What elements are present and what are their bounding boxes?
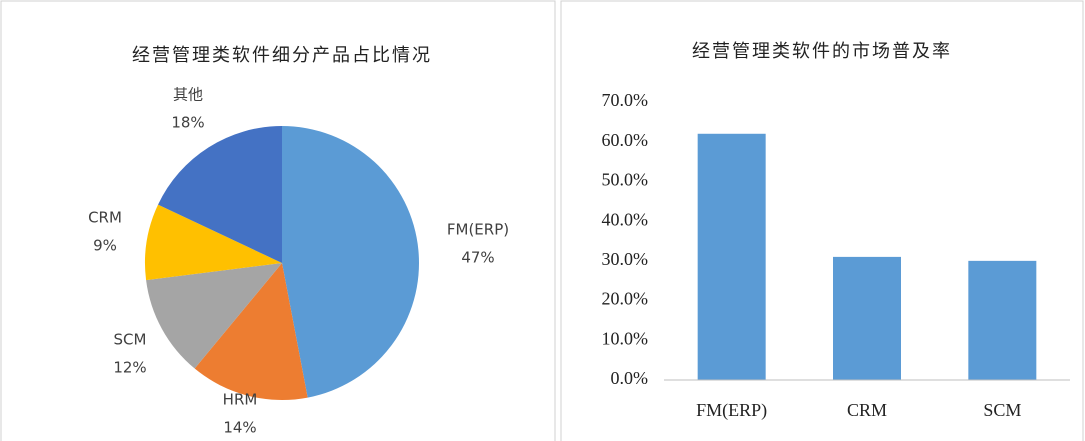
y-tick-label: 10.0%	[602, 328, 649, 348]
x-tick-label: SCM	[983, 400, 1021, 420]
slice-label: CRM	[88, 209, 122, 227]
slice-value-label: 12%	[113, 359, 146, 377]
y-tick-label: 30.0%	[602, 249, 649, 269]
pie-slice	[194, 263, 308, 400]
y-tick-label: 20.0%	[602, 289, 649, 309]
y-tick-label: 70.0%	[602, 90, 649, 110]
pie-slice	[282, 126, 420, 398]
y-tick-label: 50.0%	[602, 170, 649, 190]
slice-label: HRM	[223, 391, 258, 409]
right-panel	[560, 0, 1084, 441]
slice-value-label: 14%	[223, 419, 256, 437]
slice-label: FM(ERP)	[447, 221, 509, 239]
y-tick-label: 0.0%	[611, 368, 649, 388]
y-tick-label: 60.0%	[602, 130, 649, 150]
pie-slice	[146, 263, 282, 369]
slice-value-label: 18%	[171, 114, 204, 132]
pie-title: 经营管理类软件细分产品占比情况	[132, 45, 432, 66]
left-panel	[0, 0, 556, 441]
bar	[697, 133, 766, 380]
pie-slice	[145, 204, 282, 281]
x-tick-label: FM(ERP)	[696, 400, 767, 421]
slice-value-label: 9%	[93, 237, 117, 255]
x-tick-label: CRM	[847, 400, 887, 420]
slice-label: 其他	[173, 86, 203, 104]
bar	[833, 256, 901, 380]
slice-value-label: 47%	[461, 249, 494, 267]
bar-title: 经营管理类软件的市场普及率	[692, 41, 952, 62]
pie-slice	[158, 126, 282, 263]
bar	[968, 260, 1037, 380]
y-tick-label: 40.0%	[602, 209, 649, 229]
slice-label: SCM	[114, 331, 147, 349]
